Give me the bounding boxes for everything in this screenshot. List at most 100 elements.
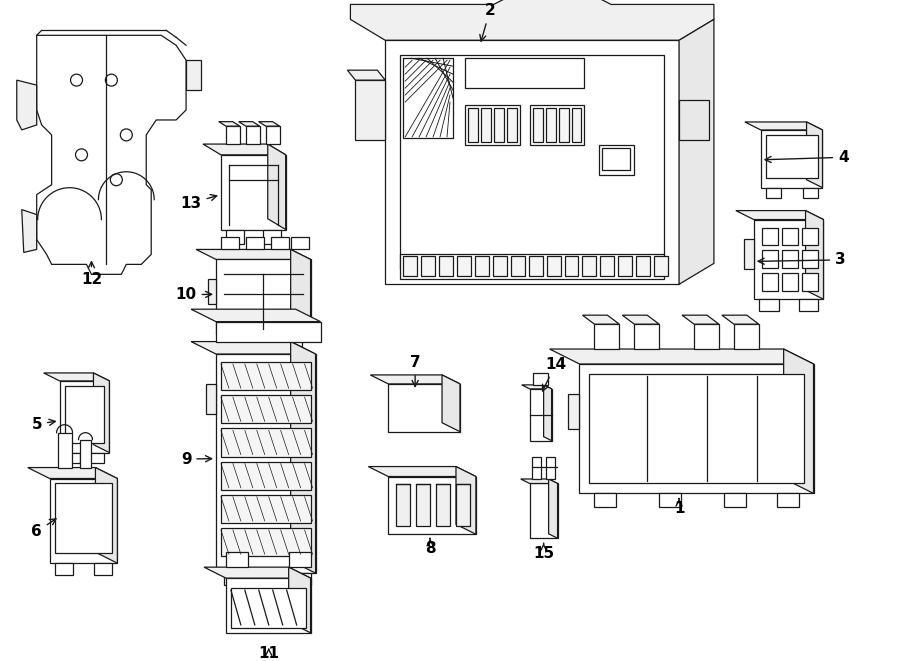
Bar [481, 108, 491, 142]
Polygon shape [219, 122, 240, 126]
Polygon shape [206, 384, 216, 414]
Bar [802, 274, 817, 292]
Bar [456, 485, 470, 526]
Polygon shape [291, 249, 310, 334]
Bar [530, 105, 584, 145]
Bar [289, 552, 310, 567]
Bar [65, 386, 104, 443]
Polygon shape [736, 211, 824, 219]
Circle shape [76, 149, 87, 161]
Text: 12: 12 [81, 262, 102, 288]
Polygon shape [582, 315, 619, 324]
Polygon shape [521, 479, 558, 483]
Bar [761, 227, 778, 245]
Polygon shape [568, 394, 580, 429]
Polygon shape [368, 467, 476, 477]
Polygon shape [17, 80, 37, 130]
Bar [761, 274, 778, 292]
Bar [493, 256, 507, 276]
Bar [636, 256, 650, 276]
Polygon shape [58, 433, 71, 467]
Bar [580, 364, 814, 494]
Text: 13: 13 [181, 194, 217, 211]
Bar [582, 256, 597, 276]
Polygon shape [806, 211, 824, 299]
Polygon shape [680, 100, 709, 140]
Bar [439, 256, 453, 276]
Bar [507, 108, 517, 142]
Polygon shape [44, 373, 110, 381]
Bar [602, 148, 630, 170]
Bar [572, 108, 581, 142]
Bar [257, 334, 275, 346]
Polygon shape [806, 122, 823, 188]
Polygon shape [291, 342, 316, 573]
Bar [224, 573, 238, 585]
Bar [226, 126, 240, 144]
Text: 5: 5 [32, 416, 55, 432]
Bar [436, 485, 450, 526]
Bar [618, 256, 633, 276]
Text: 15: 15 [533, 543, 554, 561]
Polygon shape [680, 19, 714, 284]
Bar [759, 299, 778, 311]
Bar [216, 259, 310, 334]
Bar [532, 457, 541, 479]
Bar [220, 461, 310, 490]
Text: 7: 7 [410, 355, 420, 387]
Bar [65, 453, 79, 463]
Bar [220, 237, 238, 249]
Polygon shape [550, 349, 814, 364]
Bar [781, 227, 797, 245]
Bar [777, 494, 798, 508]
Bar [465, 105, 519, 145]
Bar [385, 40, 680, 284]
Bar [246, 126, 260, 144]
Bar [403, 58, 453, 138]
Text: 4: 4 [765, 150, 849, 165]
Bar [400, 56, 664, 269]
Polygon shape [37, 35, 186, 274]
Text: 14: 14 [543, 357, 566, 391]
Bar [216, 322, 320, 342]
Polygon shape [289, 567, 310, 633]
Bar [545, 457, 554, 479]
Bar [50, 479, 117, 563]
Polygon shape [79, 440, 92, 467]
Bar [760, 130, 823, 188]
Circle shape [105, 74, 117, 86]
Polygon shape [356, 80, 385, 140]
Bar [220, 528, 310, 556]
Bar [216, 354, 316, 573]
Polygon shape [95, 467, 117, 563]
Circle shape [70, 74, 83, 86]
Bar [220, 395, 310, 424]
Bar [600, 256, 615, 276]
Bar [231, 588, 306, 628]
Polygon shape [522, 385, 552, 389]
Bar [781, 251, 797, 268]
Bar [226, 552, 248, 567]
Bar [220, 428, 310, 457]
Bar [634, 324, 659, 349]
Bar [475, 256, 489, 276]
Polygon shape [203, 144, 285, 155]
Bar [802, 227, 817, 245]
Polygon shape [94, 373, 110, 453]
Polygon shape [267, 144, 285, 229]
Bar [511, 256, 525, 276]
Bar [388, 477, 476, 534]
Bar [403, 256, 417, 276]
Bar [802, 251, 817, 268]
Text: 2: 2 [480, 3, 495, 41]
Bar [220, 155, 285, 229]
Bar [766, 135, 817, 178]
Bar [271, 237, 289, 249]
Polygon shape [191, 309, 320, 322]
Bar [246, 237, 264, 249]
Bar [798, 299, 818, 311]
Bar [724, 494, 746, 508]
Bar [803, 188, 817, 198]
Bar [295, 573, 310, 585]
Bar [59, 381, 110, 453]
